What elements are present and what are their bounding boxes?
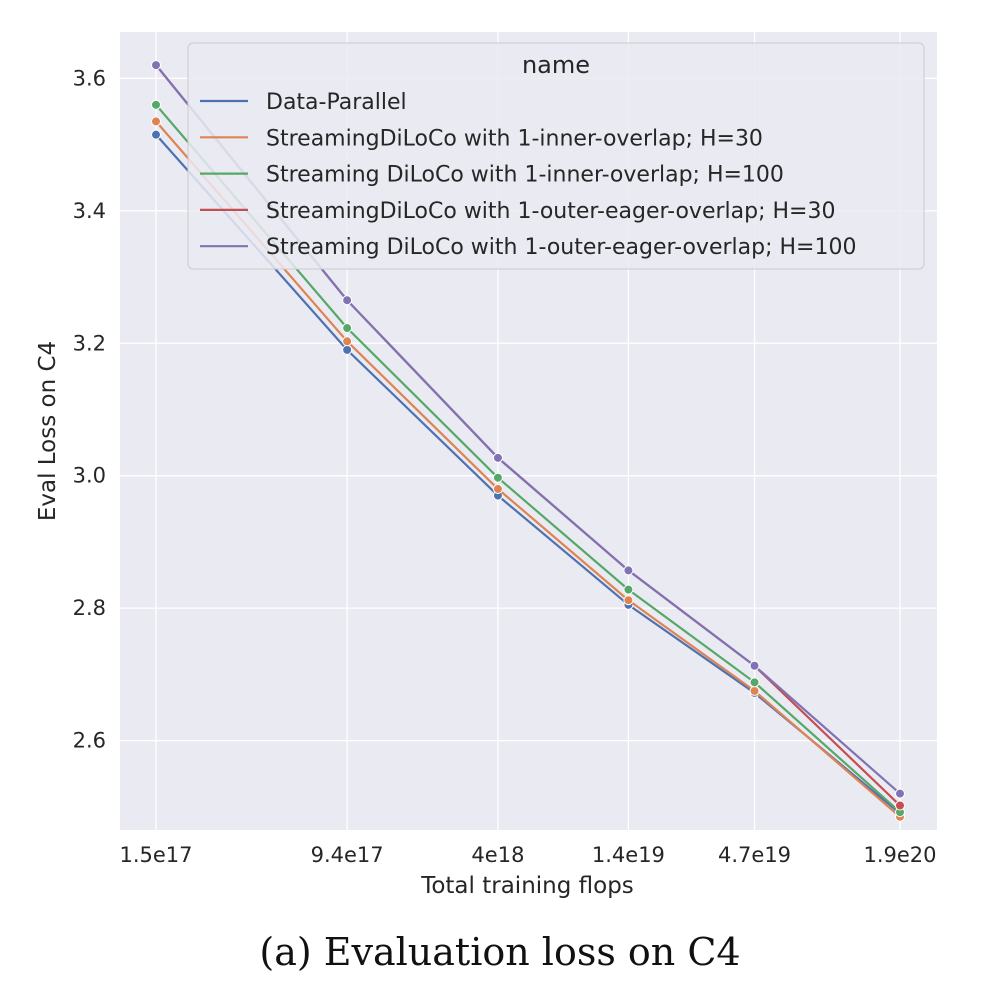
figure-caption: (a) Evaluation loss on C4 (259, 930, 741, 974)
y-tick-label: 3.2 (73, 331, 106, 355)
x-tick-label: 1.9e20 (863, 843, 936, 867)
y-axis-label: Eval Loss on C4 (35, 341, 61, 521)
legend-entry: Streaming DiLoCo with 1-outer-eager-over… (266, 235, 856, 260)
y-tick-label: 2.8 (73, 596, 106, 620)
x-tick-label: 9.4e17 (311, 843, 384, 867)
data-point (492, 472, 503, 483)
data-point (492, 452, 503, 463)
data-point (749, 685, 760, 696)
data-point (342, 323, 353, 334)
legend-title: name (522, 51, 590, 79)
legend-entry: Streaming DiLoCo with 1-inner-overlap; H… (266, 163, 784, 188)
data-point (342, 344, 353, 355)
data-point (749, 677, 760, 688)
y-tick-label: 3.6 (73, 66, 106, 90)
data-point (492, 483, 503, 494)
data-point (623, 565, 634, 576)
data-point (151, 99, 161, 110)
x-tick-label: 1.4e19 (592, 843, 665, 867)
y-tick-label: 2.6 (73, 729, 106, 753)
data-point (342, 336, 353, 347)
series-line (155, 120, 901, 818)
data-point (342, 295, 353, 306)
x-tick-label: 1.5e17 (119, 843, 192, 867)
legend-entry: Data-Parallel (266, 90, 407, 115)
data-point (749, 660, 760, 671)
legend-box (187, 42, 925, 270)
line-chart: 2.6 2.8 3.0 3.2 3.4 3.6 1.5e17 9.4e17 4e18 1.4e1… (35, 32, 937, 899)
data-point (151, 60, 161, 71)
legend-entry: StreamingDiLoCo with 1-inner-overlap; H=… (266, 126, 763, 151)
data-point (151, 129, 161, 140)
series-3 (151, 99, 905, 818)
data-point (895, 788, 905, 799)
data-point (623, 584, 634, 595)
series-line (155, 104, 901, 813)
data-point (151, 116, 161, 127)
legend: name Data-Parallel StreamingDiLoCo with 1-… (187, 42, 925, 270)
x-tick-label: 4.7e19 (718, 843, 791, 867)
y-axis-ticks: 2.6 2.8 3.0 3.2 3.4 3.6 (73, 66, 106, 752)
data-point (623, 595, 634, 606)
y-tick-label: 3.4 (73, 199, 106, 223)
x-tick-label: 4e18 (471, 843, 524, 867)
legend-entry: StreamingDiLoCo with 1-outer-eager-overl… (266, 199, 835, 224)
x-axis-ticks: 1.5e17 9.4e17 4e18 1.4e19 4.7e19 1.9e20 (119, 843, 936, 867)
x-axis-label: Total training flops (420, 873, 634, 899)
data-point (895, 800, 905, 811)
y-tick-label: 3.0 (73, 464, 106, 488)
